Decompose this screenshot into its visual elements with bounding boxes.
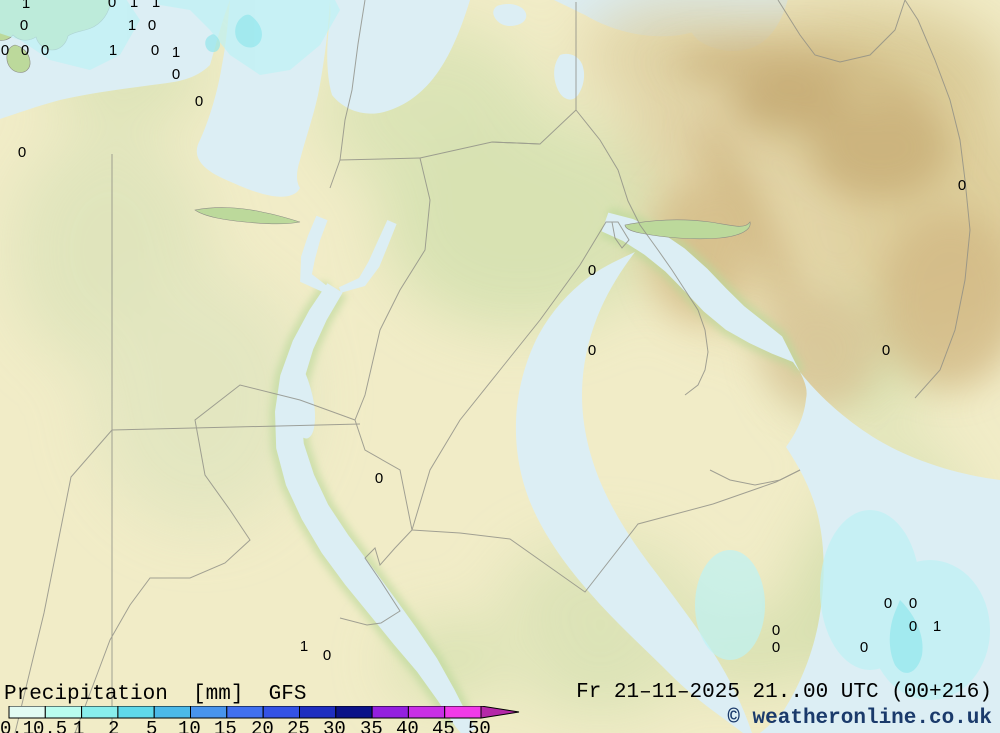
- svg-text:0: 0: [588, 262, 596, 279]
- svg-text:1: 1: [172, 44, 180, 61]
- svg-text:0: 0: [148, 17, 156, 34]
- svg-text:1: 1: [933, 618, 941, 635]
- svg-text:0: 0: [18, 144, 26, 161]
- svg-text:0: 0: [151, 42, 159, 59]
- svg-text:0: 0: [772, 622, 780, 639]
- svg-text:0: 0: [21, 42, 29, 59]
- svg-text:1: 1: [128, 17, 136, 34]
- svg-text:0: 0: [860, 639, 868, 656]
- svg-text:0: 0: [772, 639, 780, 656]
- svg-text:0: 0: [909, 618, 917, 635]
- svg-text:1: 1: [152, 0, 160, 11]
- svg-text:0: 0: [108, 0, 116, 11]
- svg-text:0: 0: [588, 342, 596, 359]
- svg-text:0: 0: [20, 17, 28, 34]
- svg-text:0: 0: [41, 42, 49, 59]
- svg-text:0: 0: [909, 595, 917, 612]
- svg-text:0: 0: [958, 177, 966, 194]
- svg-text:0: 0: [1, 42, 9, 59]
- svg-text:0: 0: [882, 342, 890, 359]
- svg-text:0: 0: [375, 470, 383, 487]
- svg-text:1: 1: [130, 0, 138, 11]
- svg-text:1: 1: [22, 0, 30, 12]
- svg-text:0: 0: [195, 93, 203, 110]
- svg-text:1: 1: [109, 42, 117, 59]
- svg-text:0: 0: [323, 647, 331, 664]
- svg-text:0: 0: [884, 595, 892, 612]
- svg-text:1: 1: [300, 638, 308, 655]
- svg-text:0: 0: [172, 66, 180, 83]
